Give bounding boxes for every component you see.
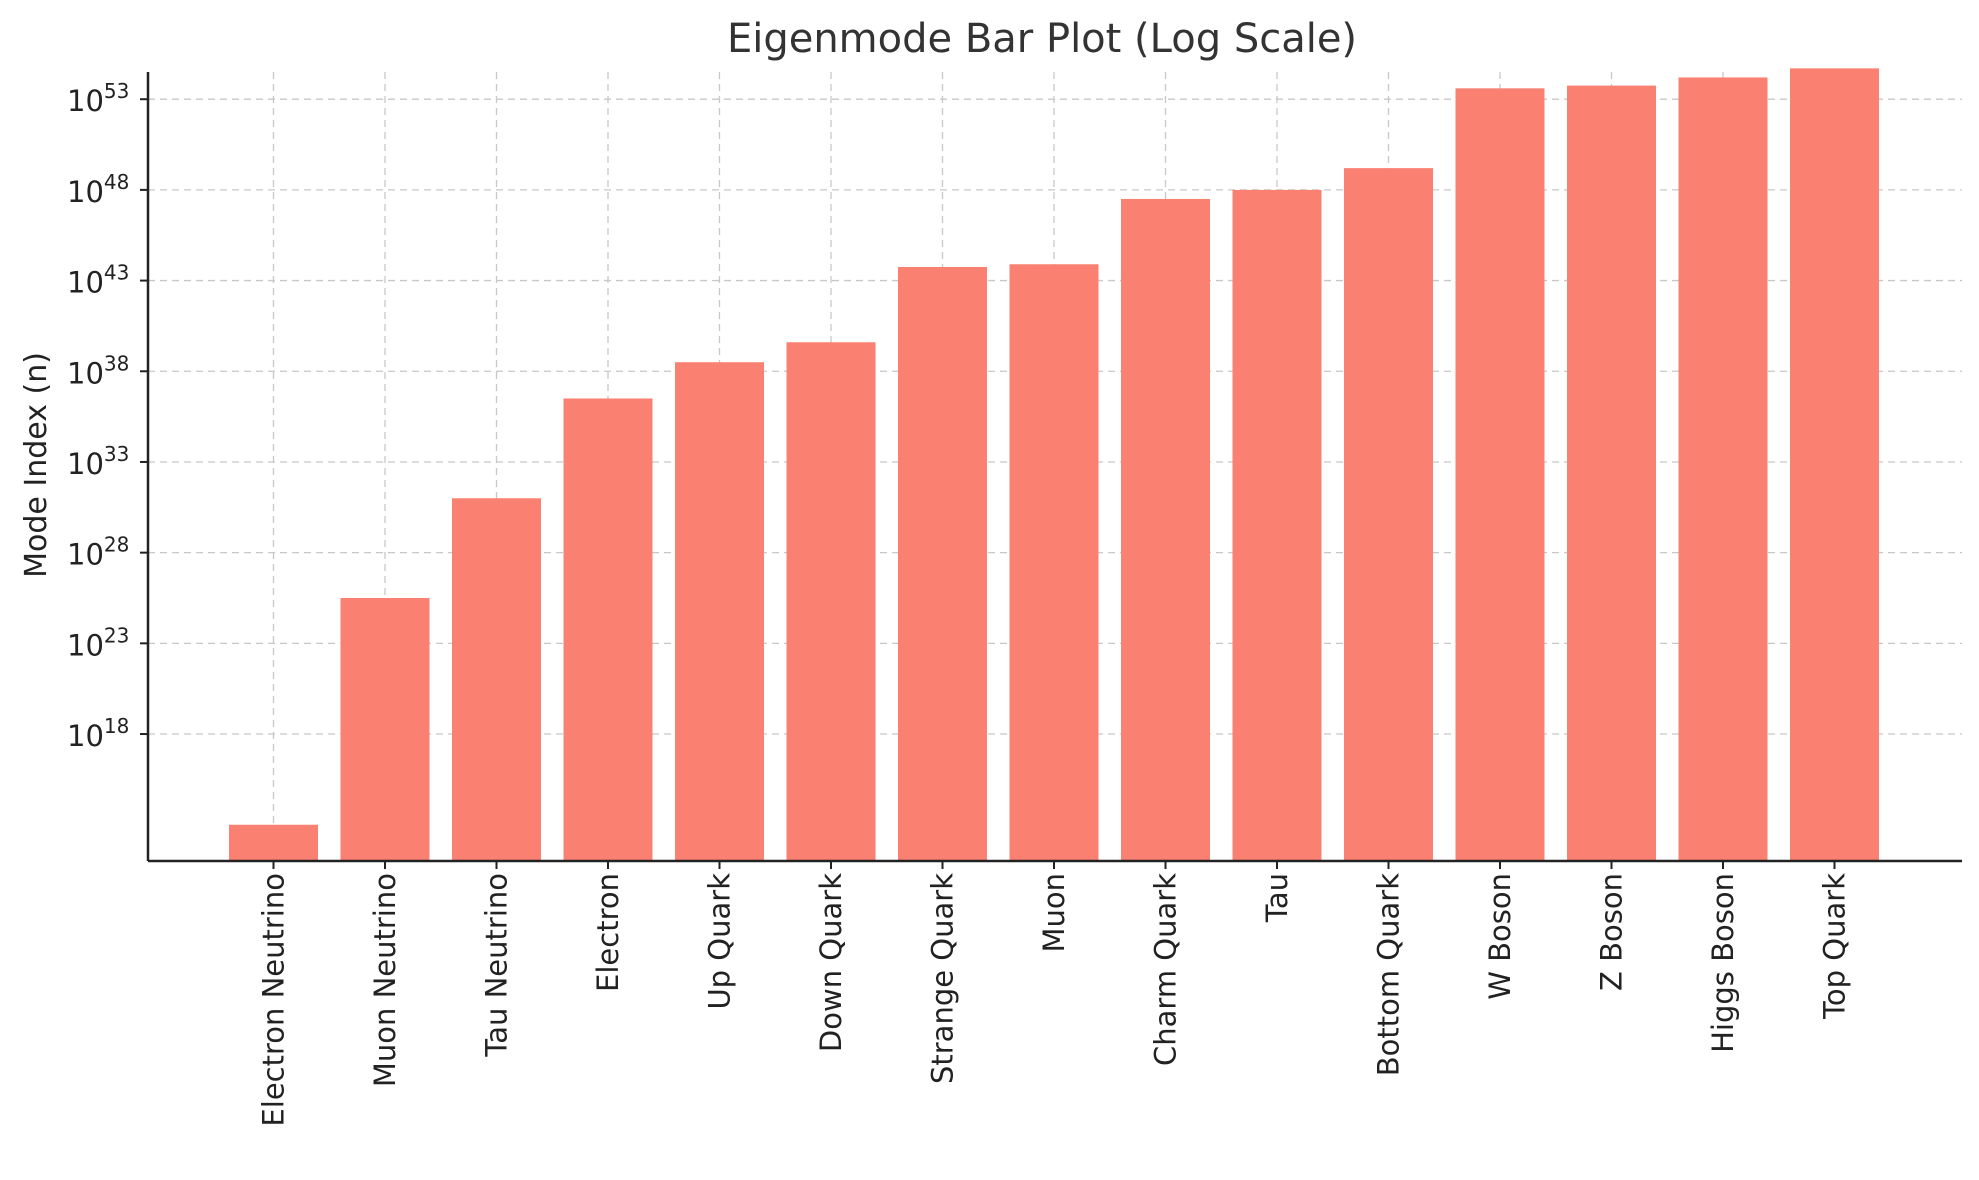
y-tick-exponent: 38 [104, 351, 129, 375]
bar [898, 266, 987, 861]
x-tick-label: Charm Quark [1149, 873, 1183, 1066]
x-tick-label: Electron [591, 873, 625, 992]
x-tick-label: Higgs Boson [1706, 873, 1740, 1053]
bar [1567, 85, 1656, 861]
bar [1455, 88, 1545, 861]
bar-layer [229, 68, 1879, 862]
y-axis-label: Mode Index (n) [19, 352, 54, 578]
y-tick-base: 10 [67, 266, 104, 300]
y-tick-label: 1033 [67, 442, 129, 481]
x-tick-label: Top Quark [1818, 873, 1852, 1020]
y-tick-exponent: 48 [104, 170, 129, 194]
y-tick-label: 1053 [67, 79, 129, 118]
y-tick-exponent: 33 [104, 442, 129, 466]
y-tick-exponent: 28 [104, 533, 129, 557]
y-tick-base: 10 [67, 356, 104, 390]
bar [1678, 77, 1768, 861]
y-tick-label: 1023 [67, 623, 129, 662]
bar [1232, 189, 1322, 861]
x-tick-label: Up Quark [703, 873, 737, 1010]
y-tick-label: 1043 [67, 261, 129, 300]
y-tick-exponent: 23 [104, 623, 129, 647]
bar [1790, 68, 1879, 861]
y-tick-base: 10 [67, 538, 104, 572]
y-tick-exponent: 18 [104, 714, 129, 738]
axis-layer [140, 72, 1962, 869]
bar [340, 598, 430, 861]
bar [563, 398, 653, 861]
y-tick-base: 10 [67, 447, 104, 481]
bar [675, 362, 764, 861]
y-tick-base: 10 [67, 175, 104, 209]
y-tick-label: 1048 [67, 170, 129, 209]
y-tick-exponent: 53 [104, 79, 129, 103]
x-tick-label: Muon Neutrino [368, 873, 402, 1087]
x-tick-label: Tau Neutrino [480, 873, 514, 1058]
label-layer: 10181023102810331038104310481053Electron… [67, 79, 1852, 1126]
x-tick-label: Down Quark [814, 873, 848, 1052]
y-tick-label: 1038 [67, 351, 129, 390]
x-tick-label: Bottom Quark [1372, 873, 1406, 1076]
y-tick-label: 1028 [67, 533, 129, 572]
bar [786, 342, 876, 862]
x-tick-label: W Boson [1483, 873, 1517, 1000]
x-tick-label: Electron Neutrino [257, 873, 291, 1127]
bar [1009, 264, 1099, 861]
bar [452, 498, 541, 861]
x-tick-label: Strange Quark [926, 873, 960, 1084]
y-tick-base: 10 [67, 628, 104, 662]
x-tick-label: Muon [1037, 873, 1071, 953]
y-tick-exponent: 43 [104, 261, 129, 285]
y-tick-label: 1018 [67, 714, 129, 753]
x-tick-label: Z Boson [1595, 873, 1629, 991]
bar [229, 824, 318, 861]
y-tick-base: 10 [67, 84, 104, 118]
bar [1121, 198, 1210, 861]
y-tick-base: 10 [67, 719, 104, 753]
x-tick-label: Tau [1260, 873, 1294, 923]
chart-title: Eigenmode Bar Plot (Log Scale) [727, 16, 1357, 62]
bar [1344, 168, 1433, 861]
